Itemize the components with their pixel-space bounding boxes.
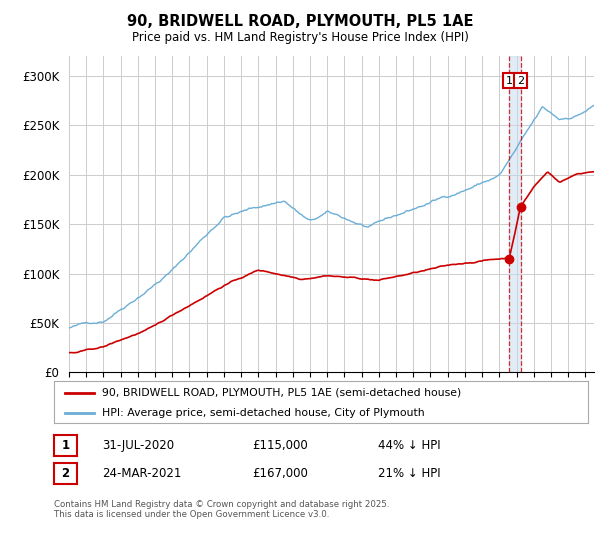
Text: £115,000: £115,000: [252, 438, 308, 452]
Text: 1: 1: [506, 76, 513, 86]
Text: 2: 2: [517, 76, 524, 86]
Text: 90, BRIDWELL ROAD, PLYMOUTH, PL5 1AE: 90, BRIDWELL ROAD, PLYMOUTH, PL5 1AE: [127, 14, 473, 29]
Text: 31-JUL-2020: 31-JUL-2020: [102, 438, 174, 452]
Text: 2: 2: [61, 466, 70, 480]
Text: £167,000: £167,000: [252, 466, 308, 480]
Text: Contains HM Land Registry data © Crown copyright and database right 2025.
This d: Contains HM Land Registry data © Crown c…: [54, 500, 389, 519]
Text: 44% ↓ HPI: 44% ↓ HPI: [378, 438, 440, 452]
Text: Price paid vs. HM Land Registry's House Price Index (HPI): Price paid vs. HM Land Registry's House …: [131, 31, 469, 44]
Bar: [509, 56, 521, 372]
Text: 24-MAR-2021: 24-MAR-2021: [102, 466, 181, 480]
Text: HPI: Average price, semi-detached house, City of Plymouth: HPI: Average price, semi-detached house,…: [102, 408, 425, 418]
Text: 21% ↓ HPI: 21% ↓ HPI: [378, 466, 440, 480]
Text: 90, BRIDWELL ROAD, PLYMOUTH, PL5 1AE (semi-detached house): 90, BRIDWELL ROAD, PLYMOUTH, PL5 1AE (se…: [102, 388, 461, 398]
Text: 1: 1: [61, 438, 70, 452]
